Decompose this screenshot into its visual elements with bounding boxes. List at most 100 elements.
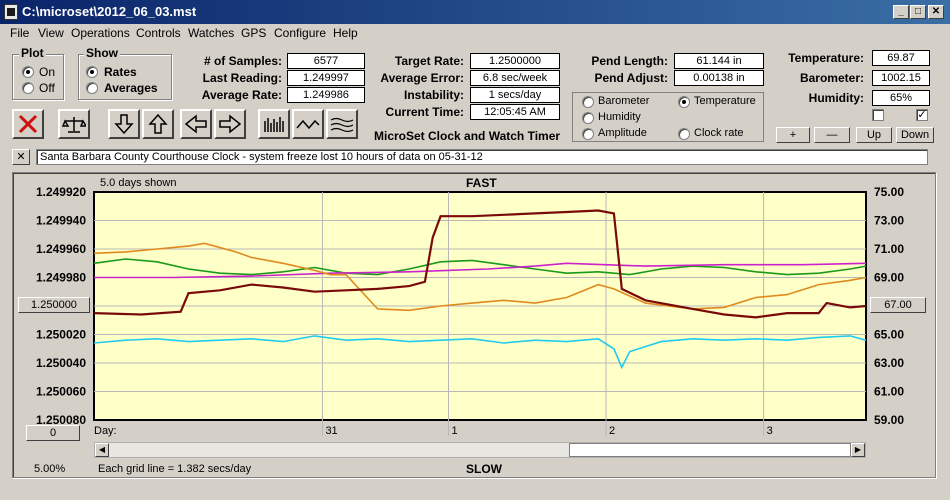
y-right-tick-label: 63.00 [874,356,904,370]
menu-help[interactable]: Help [333,26,358,40]
arrow-right-button[interactable] [214,109,246,139]
barometer-radio[interactable] [582,96,594,108]
menu-watches[interactable]: Watches [188,26,235,40]
scroll-left-arrow-icon[interactable]: ◀ [95,443,109,457]
wave-button[interactable] [292,109,324,139]
menu-gps[interactable]: GPS [241,26,267,40]
temperature-reading-field: 69.87 [872,50,930,66]
app-caption: MicroSet Clock and Watch Timer [374,129,561,143]
percent-label: 5.00% [34,463,66,475]
x-tick-label: 2 [609,425,615,437]
minimize-button[interactable]: _ [893,5,909,19]
y-left-tick-label: 1.249980 [36,271,86,285]
plot-on-radio[interactable] [22,66,34,78]
average-error-field: 6.8 sec/week [470,70,560,86]
note-field[interactable]: Santa Barbara County Courthouse Clock - … [36,149,928,165]
close-window-button[interactable]: ✕ [928,5,944,19]
stop-icon [18,114,38,134]
y-right-tick-label: 65.00 [874,328,904,342]
menu-operations[interactable]: Operations [71,26,130,40]
right-axis-center-button[interactable]: 67.00 [870,297,926,313]
show-averages-radio[interactable] [86,82,98,94]
menu-view[interactable]: View [38,26,64,40]
x-tick-label: 31 [325,425,337,437]
temperature-radio[interactable] [678,96,690,108]
chart-series [93,209,867,370]
scale-button[interactable] [58,109,90,139]
env-checkbox-right[interactable]: ✓ [916,109,928,121]
menu-configure[interactable]: Configure [274,26,327,40]
y-left-tick-label: 1.250080 [36,413,86,427]
arrow-left-button[interactable] [180,109,212,139]
down-button[interactable]: Down [896,127,934,143]
left-axis-center-button[interactable]: 1.250000 [18,297,90,313]
y-right-tick-label: 59.00 [874,413,904,427]
y-left-tick-label: 1.250020 [36,328,86,342]
humidity-radio[interactable] [582,112,594,124]
wave-icon [296,119,320,130]
last-reading-label: Last Reading: [202,71,282,85]
window-title: C:\microset\2012_06_03.mst [22,4,197,19]
samples-field: 6577 [287,53,365,69]
zero-button[interactable]: 0 [26,425,80,441]
stop-button[interactable] [12,109,44,139]
show-rates-radio[interactable] [86,66,98,78]
plot-on-label: On [39,65,56,79]
up-button[interactable]: Up [856,127,892,143]
current-time-label: Current Time: [385,105,464,119]
clock-rate-label: Clock rate [694,127,744,139]
multiwave-button[interactable] [326,109,358,139]
series-line-barometer [93,242,867,312]
instability-label: Instability: [403,88,464,102]
chart-panel [12,172,936,478]
menu-bar: File View Operations Controls Watches GP… [0,24,950,42]
y-left-tick-label: 1.249920 [36,185,86,199]
average-rate-field: 1.249986 [287,87,365,103]
y-right-tick-label: 73.00 [874,214,904,228]
day-label: Day: [94,425,117,437]
y-right-tick-label: 61.00 [874,385,904,399]
humidity-reading-field: 65% [872,90,930,106]
y-left-tick-label: 1.249960 [36,242,86,256]
note-close-button[interactable]: ✕ [12,149,30,165]
grid-note-label: Each grid line = 1.382 secs/day [98,463,252,475]
scale-icon [62,117,86,133]
y-left-tick-label: 1.250040 [36,356,86,370]
barometer-reading-label: Barometer: [799,71,864,85]
target-rate-field[interactable]: 1.2500000 [470,53,560,69]
show-rates-label: Rates [104,65,137,79]
instability-field: 1 secs/day [470,87,560,103]
arrow-left-icon [184,114,207,134]
y-right-tick-label: 71.00 [874,242,904,256]
clock-rate-radio[interactable] [678,128,690,140]
arrow-up-button[interactable] [142,109,174,139]
plus-button[interactable]: + [776,127,810,143]
scroll-thumb[interactable] [569,443,851,457]
menu-file[interactable]: File [10,26,30,40]
y-right-tick-label: 75.00 [874,185,904,199]
amplitude-radio[interactable] [582,128,594,140]
menu-controls[interactable]: Controls [136,26,181,40]
days-shown-label: 5.0 days shown [100,177,177,189]
arrow-down-button[interactable] [108,109,140,139]
y-left-tick-label: 1.249940 [36,214,86,228]
pend-length-field: 61.144 in [674,53,764,69]
humidity-reading-label: Humidity: [808,91,864,105]
chart-title-slow: SLOW [466,462,502,476]
maximize-button[interactable]: □ [910,5,926,19]
average-error-label: Average Error: [380,71,464,85]
plot-off-label: Off [39,81,55,95]
horizontal-scrollbar[interactable]: ◀ ▶ [94,442,866,458]
pend-adjust-field[interactable]: 0.00138 in [674,70,764,86]
scroll-right-arrow-icon[interactable]: ▶ [851,443,865,457]
series-select-box [572,92,764,142]
plot-off-radio[interactable] [22,82,34,94]
temperature-reading-label: Temperature: [788,51,864,65]
arrow-right-icon [219,114,242,134]
minus-button[interactable]: — [814,127,850,143]
arrow-up-icon [148,113,168,134]
env-checkbox-left[interactable] [872,109,884,121]
bar-plot-button[interactable] [258,109,290,139]
barometer-label: Barometer [598,95,650,107]
